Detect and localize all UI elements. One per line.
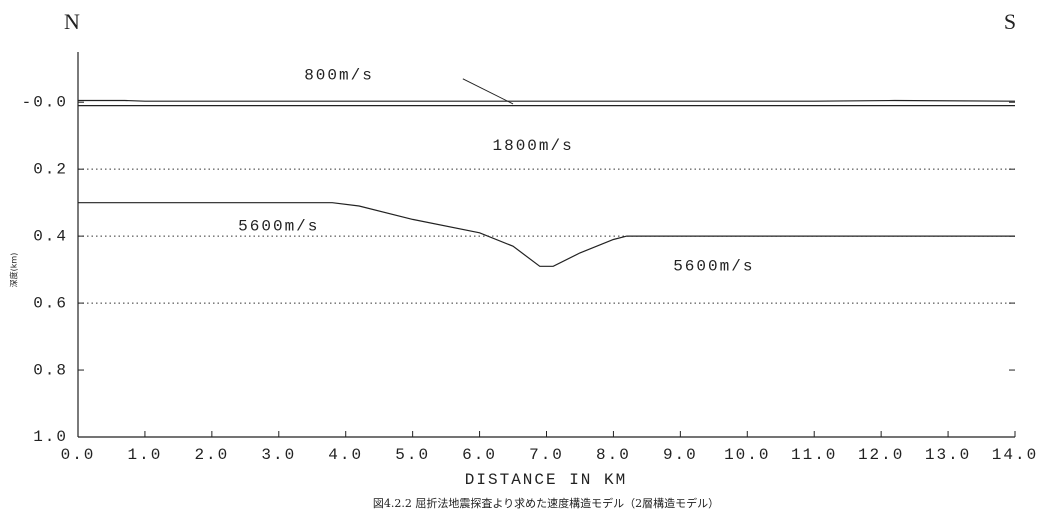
x-tick-label: 5.0: [395, 446, 430, 464]
x-tick-label: 13.0: [925, 446, 971, 464]
x-tick-label: 8.0: [596, 446, 631, 464]
x-axis-label: DISTANCE IN KM: [465, 471, 627, 489]
layer-boundary: [78, 99, 1016, 102]
x-tick-label: 1.0: [128, 446, 163, 464]
x-tick-label: 4.0: [328, 446, 363, 464]
x-tick-label: 11.0: [791, 446, 837, 464]
y-tick-label: 0.6: [33, 294, 68, 312]
x-tick-label: 10.0: [724, 446, 770, 464]
y-tick-label: 0.2: [33, 160, 68, 178]
layer-boundary: [78, 202, 1015, 267]
y-tick-label: -0.0: [22, 93, 68, 111]
x-tick-label: 6.0: [462, 446, 497, 464]
annotation: 1800m/s: [493, 137, 574, 155]
x-tick-label: 9.0: [663, 446, 698, 464]
corner-label: S: [1004, 9, 1016, 34]
corner-label: N: [64, 9, 80, 34]
x-tick-label: 12.0: [858, 446, 904, 464]
y-axis-label: 深度(km): [9, 253, 19, 288]
y-tick-label: 0.8: [33, 361, 68, 379]
x-tick-label: 14.0: [992, 446, 1038, 464]
annotation: 800m/s: [304, 67, 374, 85]
x-tick-label: 0.0: [61, 446, 96, 464]
annotation: 5600m/s: [673, 257, 754, 275]
x-tick-label: 2.0: [194, 446, 229, 464]
y-tick-label: 1.0: [33, 428, 68, 446]
x-tick-label: 3.0: [261, 446, 296, 464]
caption: 図4.2.2 屈折法地震探査より求めた速度構造モデル（2層構造モデル）: [373, 496, 719, 510]
y-tick-label: 0.4: [33, 227, 68, 245]
annotation: 5600m/s: [238, 217, 319, 235]
leader-line: [462, 78, 514, 105]
x-tick-label: 7.0: [529, 446, 564, 464]
